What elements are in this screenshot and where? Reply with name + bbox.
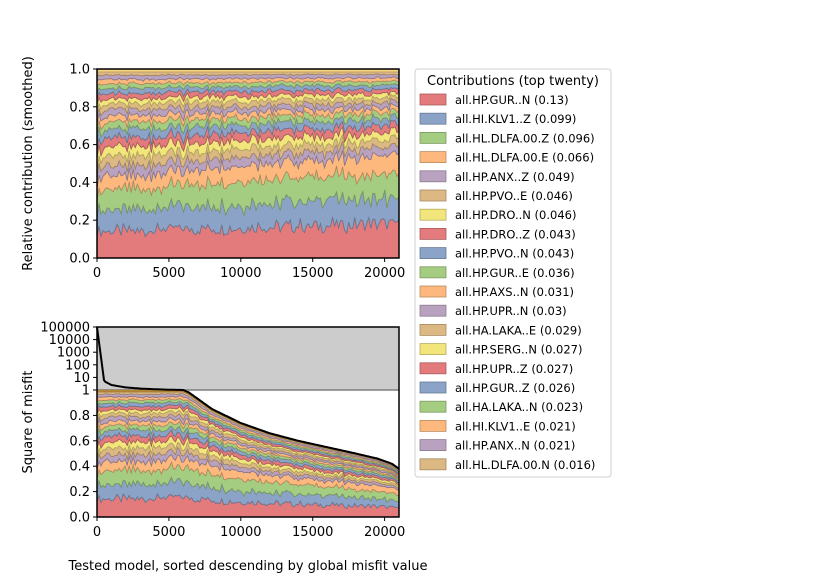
legend-entry-label: all.HP.ANX..Z (0.049) bbox=[455, 170, 575, 184]
bottom-xtick-label: 20000 bbox=[364, 525, 405, 540]
bottom-log-ytick-label: 10 bbox=[73, 371, 90, 386]
legend-swatch bbox=[419, 189, 447, 202]
top-xtick-label: 20000 bbox=[364, 266, 405, 281]
legend-swatch bbox=[419, 400, 447, 413]
bottom-plot-frame bbox=[96, 326, 400, 518]
legend-swatch bbox=[419, 458, 447, 471]
legend-swatch bbox=[419, 343, 447, 356]
legend-entry-label: all.HP.GUR..E (0.036) bbox=[455, 266, 575, 280]
top-xtick-label: 15000 bbox=[292, 266, 333, 281]
x-axis-label: Tested model, sorted descending by globa… bbox=[67, 559, 427, 574]
top-ytick-label: 0.6 bbox=[69, 138, 90, 153]
bottom-ytick-label: 0.6 bbox=[69, 434, 90, 449]
legend-entry-label: all.HP.DRO..Z (0.043) bbox=[455, 227, 576, 241]
axes: 0.0 0.2 0.4 0.6 0.8 1.0 0 5000 10000 15000 20000 0 5… bbox=[21, 56, 428, 574]
legend-entry-label: all.HP.GUR..N (0.13) bbox=[455, 93, 569, 107]
legend-entry-label: all.HP.ANX..N (0.021) bbox=[455, 439, 575, 453]
legend-swatch bbox=[419, 323, 447, 336]
legend-swatch bbox=[419, 227, 447, 240]
bottom-ytick-label: 0.0 bbox=[69, 511, 90, 526]
legend-swatch bbox=[419, 285, 447, 298]
legend-entry-label: all.HP.PVO..N (0.043) bbox=[455, 247, 574, 261]
legend-swatch bbox=[419, 304, 447, 317]
legend: Contributions (top twenty) all.HP.GUR..N … bbox=[414, 68, 612, 478]
top-ytick-label: 0.0 bbox=[69, 252, 90, 267]
top-plot-frame bbox=[96, 68, 400, 259]
bottom-xtick-label: 5000 bbox=[152, 525, 185, 540]
bottom-y-axis-label: Square of misfit bbox=[21, 371, 36, 474]
legend-entry-label: all.HI.KLV1..Z (0.099) bbox=[455, 112, 576, 126]
bottom-log-ytick-label: 100 bbox=[65, 358, 90, 373]
legend-entry-label: all.HL.DLFA.00.N (0.016) bbox=[455, 458, 595, 472]
top-stacked-area-plot bbox=[96, 68, 400, 259]
bottom-ytick-label: 0.8 bbox=[69, 409, 90, 424]
top-ytick-label: 0.2 bbox=[69, 214, 90, 229]
legend-entry-label: all.HI.KLV1..E (0.021) bbox=[455, 419, 576, 433]
legend-entry-label: all.HP.GUR..Z (0.026) bbox=[455, 381, 575, 395]
top-xtick-label: 10000 bbox=[220, 266, 261, 281]
top-ytick-label: 0.8 bbox=[69, 100, 90, 115]
legend-swatch bbox=[419, 131, 447, 144]
legend-entry-label: all.HA.LAKA..N (0.023) bbox=[455, 400, 583, 414]
bottom-stacked-area-plot bbox=[96, 326, 400, 518]
legend-swatch bbox=[419, 93, 447, 106]
legend-swatch bbox=[419, 381, 447, 394]
bottom-xtick-label: 15000 bbox=[292, 525, 333, 540]
bottom-log-ytick-label: 10000 bbox=[49, 333, 90, 348]
top-ytick-label: 1.0 bbox=[69, 63, 90, 78]
legend-entry-label: all.HP.DRO..N (0.046) bbox=[455, 208, 576, 222]
legend-swatch bbox=[419, 151, 447, 164]
legend-swatch bbox=[419, 112, 447, 125]
legend-entry-label: all.HP.UPR..Z (0.027) bbox=[455, 362, 573, 376]
legend-swatch bbox=[419, 266, 447, 279]
legend-swatch bbox=[419, 247, 447, 260]
top-y-axis-label: Relative contribution (smoothed) bbox=[21, 56, 36, 271]
legend-entry-label: all.HA.LAKA..E (0.029) bbox=[455, 323, 582, 337]
bottom-ytick-label: 0.2 bbox=[69, 485, 90, 500]
legend-swatch bbox=[419, 419, 447, 432]
log-region-fill bbox=[97, 327, 399, 390]
bottom-xtick-label: 10000 bbox=[220, 525, 261, 540]
legend-box bbox=[414, 68, 612, 478]
legend-entry-label: all.HP.AXS..N (0.031) bbox=[455, 285, 574, 299]
bottom-ytick-label: 1 bbox=[82, 384, 90, 399]
legend-entry-label: all.HP.SERG..N (0.027) bbox=[455, 343, 582, 357]
bottom-log-ytick-label: 100000 bbox=[40, 321, 90, 336]
legend-swatch bbox=[419, 439, 447, 452]
legend-swatch bbox=[419, 362, 447, 375]
legend-entry-label: all.HP.UPR..N (0.03) bbox=[455, 304, 567, 318]
legend-title: Contributions (top twenty) bbox=[427, 74, 599, 89]
top-xtick-label: 5000 bbox=[152, 266, 185, 281]
total-misfit-line bbox=[96, 326, 400, 470]
legend-entry-label: all.HL.DLFA.00.E (0.066) bbox=[455, 151, 594, 165]
legend-entry-label: all.HP.PVO..E (0.046) bbox=[455, 189, 573, 203]
bottom-log-ytick-label: 1000 bbox=[57, 346, 90, 361]
legend-entry-label: all.HL.DLFA.00.Z (0.096) bbox=[455, 131, 595, 145]
bottom-xtick-label: 0 bbox=[93, 525, 101, 540]
top-ytick-label: 0.4 bbox=[69, 176, 90, 191]
top-xtick-label: 0 bbox=[93, 266, 101, 281]
legend-swatch bbox=[419, 208, 447, 221]
legend-swatch bbox=[419, 170, 447, 183]
bottom-ytick-label: 0.4 bbox=[69, 460, 90, 475]
